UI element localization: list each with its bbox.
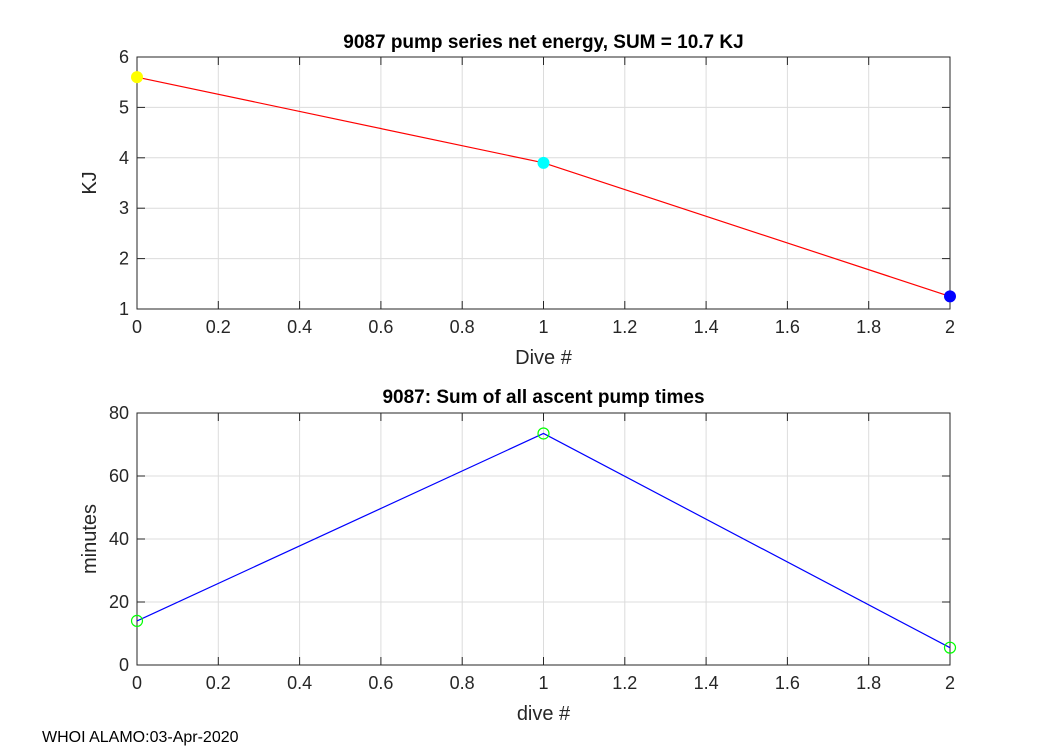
pump-time-plot: 0 0.2 0.4 0.6 0.8 1 1.2 1.4 1.6 1.8 20204060809087…: [79, 387, 957, 725]
y-axis-label: KJ: [79, 171, 101, 194]
x-tick-label: 1.8: [856, 317, 881, 337]
x-tick-label: 0: [132, 317, 142, 337]
x-tick-label: 0.4: [287, 317, 312, 337]
chart-title: 9087: Sum of all ascent pump times: [382, 387, 704, 408]
x-tick-label: 1: [538, 317, 548, 337]
x-tick-label: 1: [538, 673, 548, 693]
x-tick-label: 1.2: [612, 317, 637, 337]
y-tick-label: 6: [119, 47, 129, 67]
x-tick-label: 0.6: [368, 673, 393, 693]
x-tick-label: 0: [132, 673, 142, 693]
series-line: [136, 432, 951, 649]
data-point: [130, 614, 144, 628]
y-tick-label: 3: [119, 198, 129, 218]
x-tick-label: 1.6: [775, 317, 800, 337]
y-tick-label: 40: [109, 529, 129, 549]
x-axis-label: dive #: [517, 703, 571, 725]
data-point: [537, 156, 550, 169]
x-tick-label: 2: [945, 673, 955, 693]
x-tick-label: 0.4: [287, 673, 312, 693]
y-tick-label: 5: [119, 97, 129, 117]
y-tick-label: 4: [119, 148, 129, 168]
x-tick-label: 0.8: [450, 317, 475, 337]
y-axis-label: minutes: [79, 504, 101, 574]
x-tick-label: 1.2: [612, 673, 637, 693]
x-tick-label: 1.6: [775, 673, 800, 693]
y-tick-label: 60: [109, 466, 129, 486]
y-tick-label: 0: [119, 655, 129, 675]
chart-title: 9087 pump series net energy, SUM = 10.7 …: [343, 32, 743, 53]
x-tick-label: 0.6: [368, 317, 393, 337]
x-tick-label: 0.2: [206, 317, 231, 337]
y-tick-label: 2: [119, 249, 129, 269]
x-tick-label: 2: [945, 317, 955, 337]
x-tick-label: 0.2: [206, 673, 231, 693]
x-axis-label: Dive #: [515, 347, 573, 369]
footer-timestamp: WHOI ALAMO:03-Apr-2020: [42, 729, 239, 746]
x-tick-label: 0.8: [450, 673, 475, 693]
y-tick-label: 80: [109, 403, 129, 423]
data-point: [537, 427, 550, 440]
y-tick-label: 1: [119, 299, 129, 319]
data-point: [943, 641, 957, 654]
x-tick-label: 1.4: [694, 317, 719, 337]
x-tick-label: 1.4: [694, 673, 719, 693]
x-tick-label: 1.8: [856, 673, 881, 693]
y-tick-label: 20: [109, 592, 129, 612]
energy-plot: 0 0.2 0.4 0.6 0.8 1 1.2 1.4 1.6 1.8 2 1 2 3 4 5 6 9087 pu…: [79, 32, 956, 369]
data-point: [131, 71, 143, 84]
data-point: [944, 290, 956, 303]
